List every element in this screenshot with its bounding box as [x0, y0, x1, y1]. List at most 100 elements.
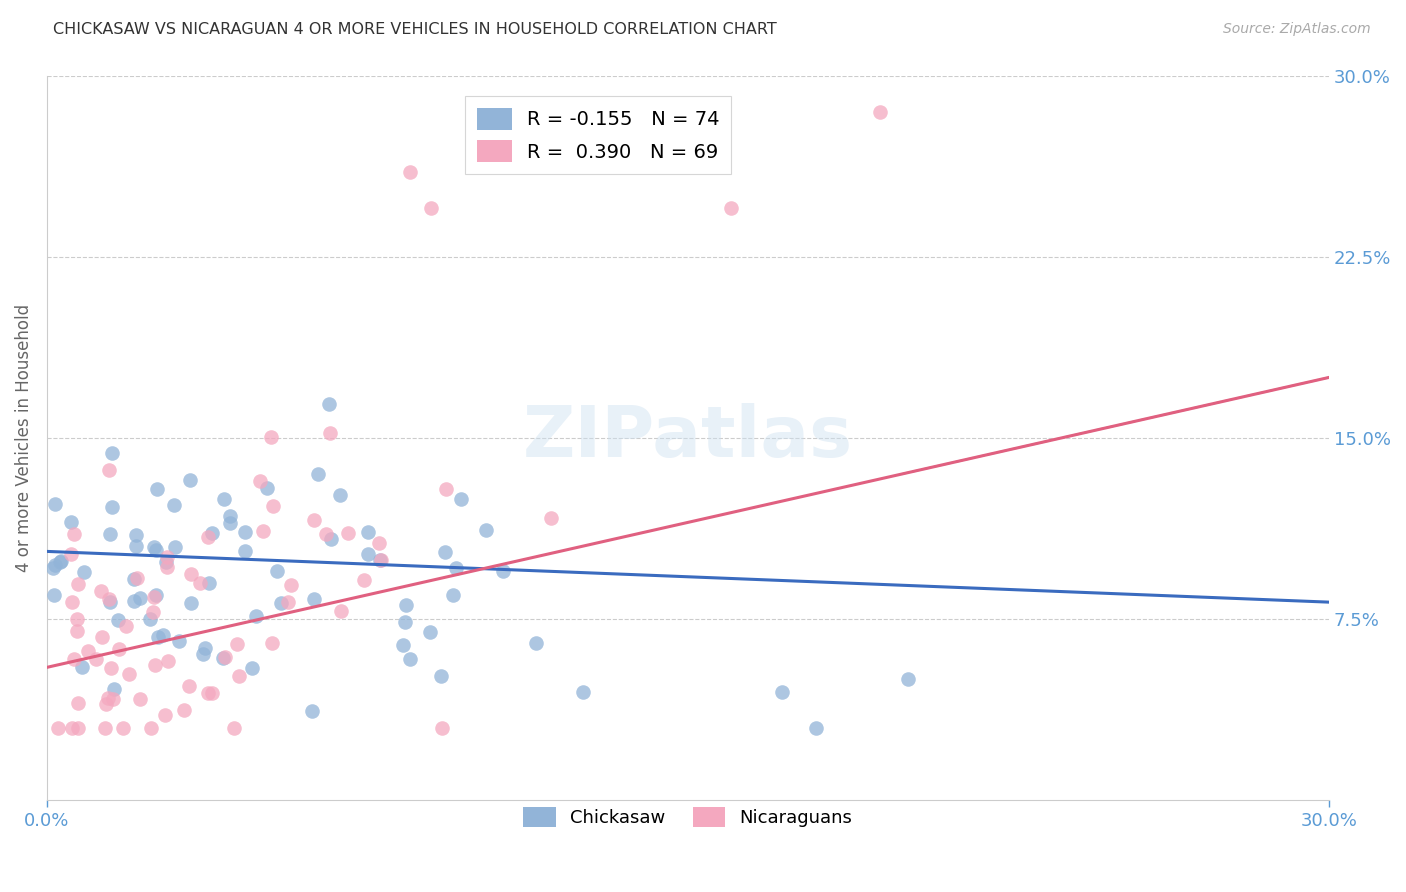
- Point: [49, 554, 72, 568]
- Point: [41, 561, 63, 575]
- Text: Source: ZipAtlas.com: Source: ZipAtlas.com: [1223, 22, 1371, 37]
- Point: [222, 721, 245, 735]
- Point: [129, 591, 152, 606]
- Point: [94, 721, 117, 735]
- Point: [201, 525, 224, 540]
- Point: [249, 474, 271, 488]
- Point: [318, 425, 340, 440]
- Point: [46, 721, 69, 735]
- Point: [419, 625, 441, 640]
- Point: [770, 684, 793, 698]
- Point: [434, 482, 457, 496]
- Point: [73, 565, 96, 579]
- Point: [240, 661, 263, 675]
- Point: [235, 524, 257, 539]
- Point: [107, 613, 129, 627]
- Point: [191, 647, 214, 661]
- Point: [125, 571, 148, 585]
- Point: [142, 591, 165, 605]
- Point: [146, 482, 169, 496]
- Point: [395, 598, 418, 612]
- Point: [433, 544, 456, 558]
- Point: [44, 497, 66, 511]
- Point: [100, 500, 122, 514]
- Point: [214, 649, 236, 664]
- Point: [122, 573, 145, 587]
- Point: [441, 588, 464, 602]
- Point: [197, 686, 219, 700]
- Point: [100, 661, 122, 675]
- Point: [169, 634, 191, 648]
- Point: [98, 592, 121, 607]
- Point: [129, 691, 152, 706]
- Point: [98, 463, 121, 477]
- Point: [94, 697, 117, 711]
- Point: [156, 550, 179, 565]
- Point: [63, 527, 86, 541]
- Point: [304, 592, 326, 607]
- Point: [97, 691, 120, 706]
- Point: [117, 666, 139, 681]
- Point: [59, 516, 82, 530]
- Point: [399, 165, 422, 179]
- Point: [101, 446, 124, 460]
- Point: [59, 547, 82, 561]
- Point: [357, 524, 380, 539]
- Point: [103, 682, 125, 697]
- Point: [319, 532, 342, 546]
- Y-axis label: 4 or more Vehicles in Household: 4 or more Vehicles in Household: [15, 304, 32, 572]
- Point: [157, 654, 180, 668]
- Point: [211, 651, 233, 665]
- Point: [60, 595, 83, 609]
- Point: [329, 604, 352, 618]
- Point: [897, 673, 920, 687]
- Point: [307, 467, 329, 481]
- Point: [225, 637, 247, 651]
- Point: [139, 721, 162, 735]
- Point: [571, 684, 593, 698]
- Point: [235, 543, 257, 558]
- Point: [67, 696, 90, 710]
- Point: [398, 652, 420, 666]
- Point: [143, 657, 166, 672]
- Point: [219, 509, 242, 524]
- Point: [193, 641, 215, 656]
- Point: [145, 588, 167, 602]
- Point: [540, 510, 562, 524]
- Point: [357, 547, 380, 561]
- Point: [219, 516, 242, 530]
- Point: [492, 565, 515, 579]
- Point: [270, 596, 292, 610]
- Point: [63, 652, 86, 666]
- Point: [280, 578, 302, 592]
- Point: [720, 202, 742, 216]
- Point: [66, 624, 89, 639]
- Point: [318, 397, 340, 411]
- Point: [100, 527, 122, 541]
- Point: [450, 492, 472, 507]
- Point: [429, 669, 451, 683]
- Point: [277, 595, 299, 609]
- Point: [146, 630, 169, 644]
- Point: [173, 703, 195, 717]
- Point: [145, 542, 167, 557]
- Point: [475, 523, 498, 537]
- Point: [197, 530, 219, 544]
- Point: [163, 498, 186, 512]
- Point: [153, 708, 176, 723]
- Point: [262, 499, 284, 513]
- Point: [139, 612, 162, 626]
- Point: [90, 583, 112, 598]
- Point: [103, 691, 125, 706]
- Point: [179, 473, 201, 487]
- Point: [252, 524, 274, 538]
- Point: [48, 555, 70, 569]
- Point: [142, 605, 165, 619]
- Point: [155, 555, 177, 569]
- Point: [524, 636, 547, 650]
- Point: [77, 643, 100, 657]
- Point: [420, 202, 443, 216]
- Point: [142, 540, 165, 554]
- Point: [98, 594, 121, 608]
- Text: ZIPatlas: ZIPatlas: [523, 403, 853, 473]
